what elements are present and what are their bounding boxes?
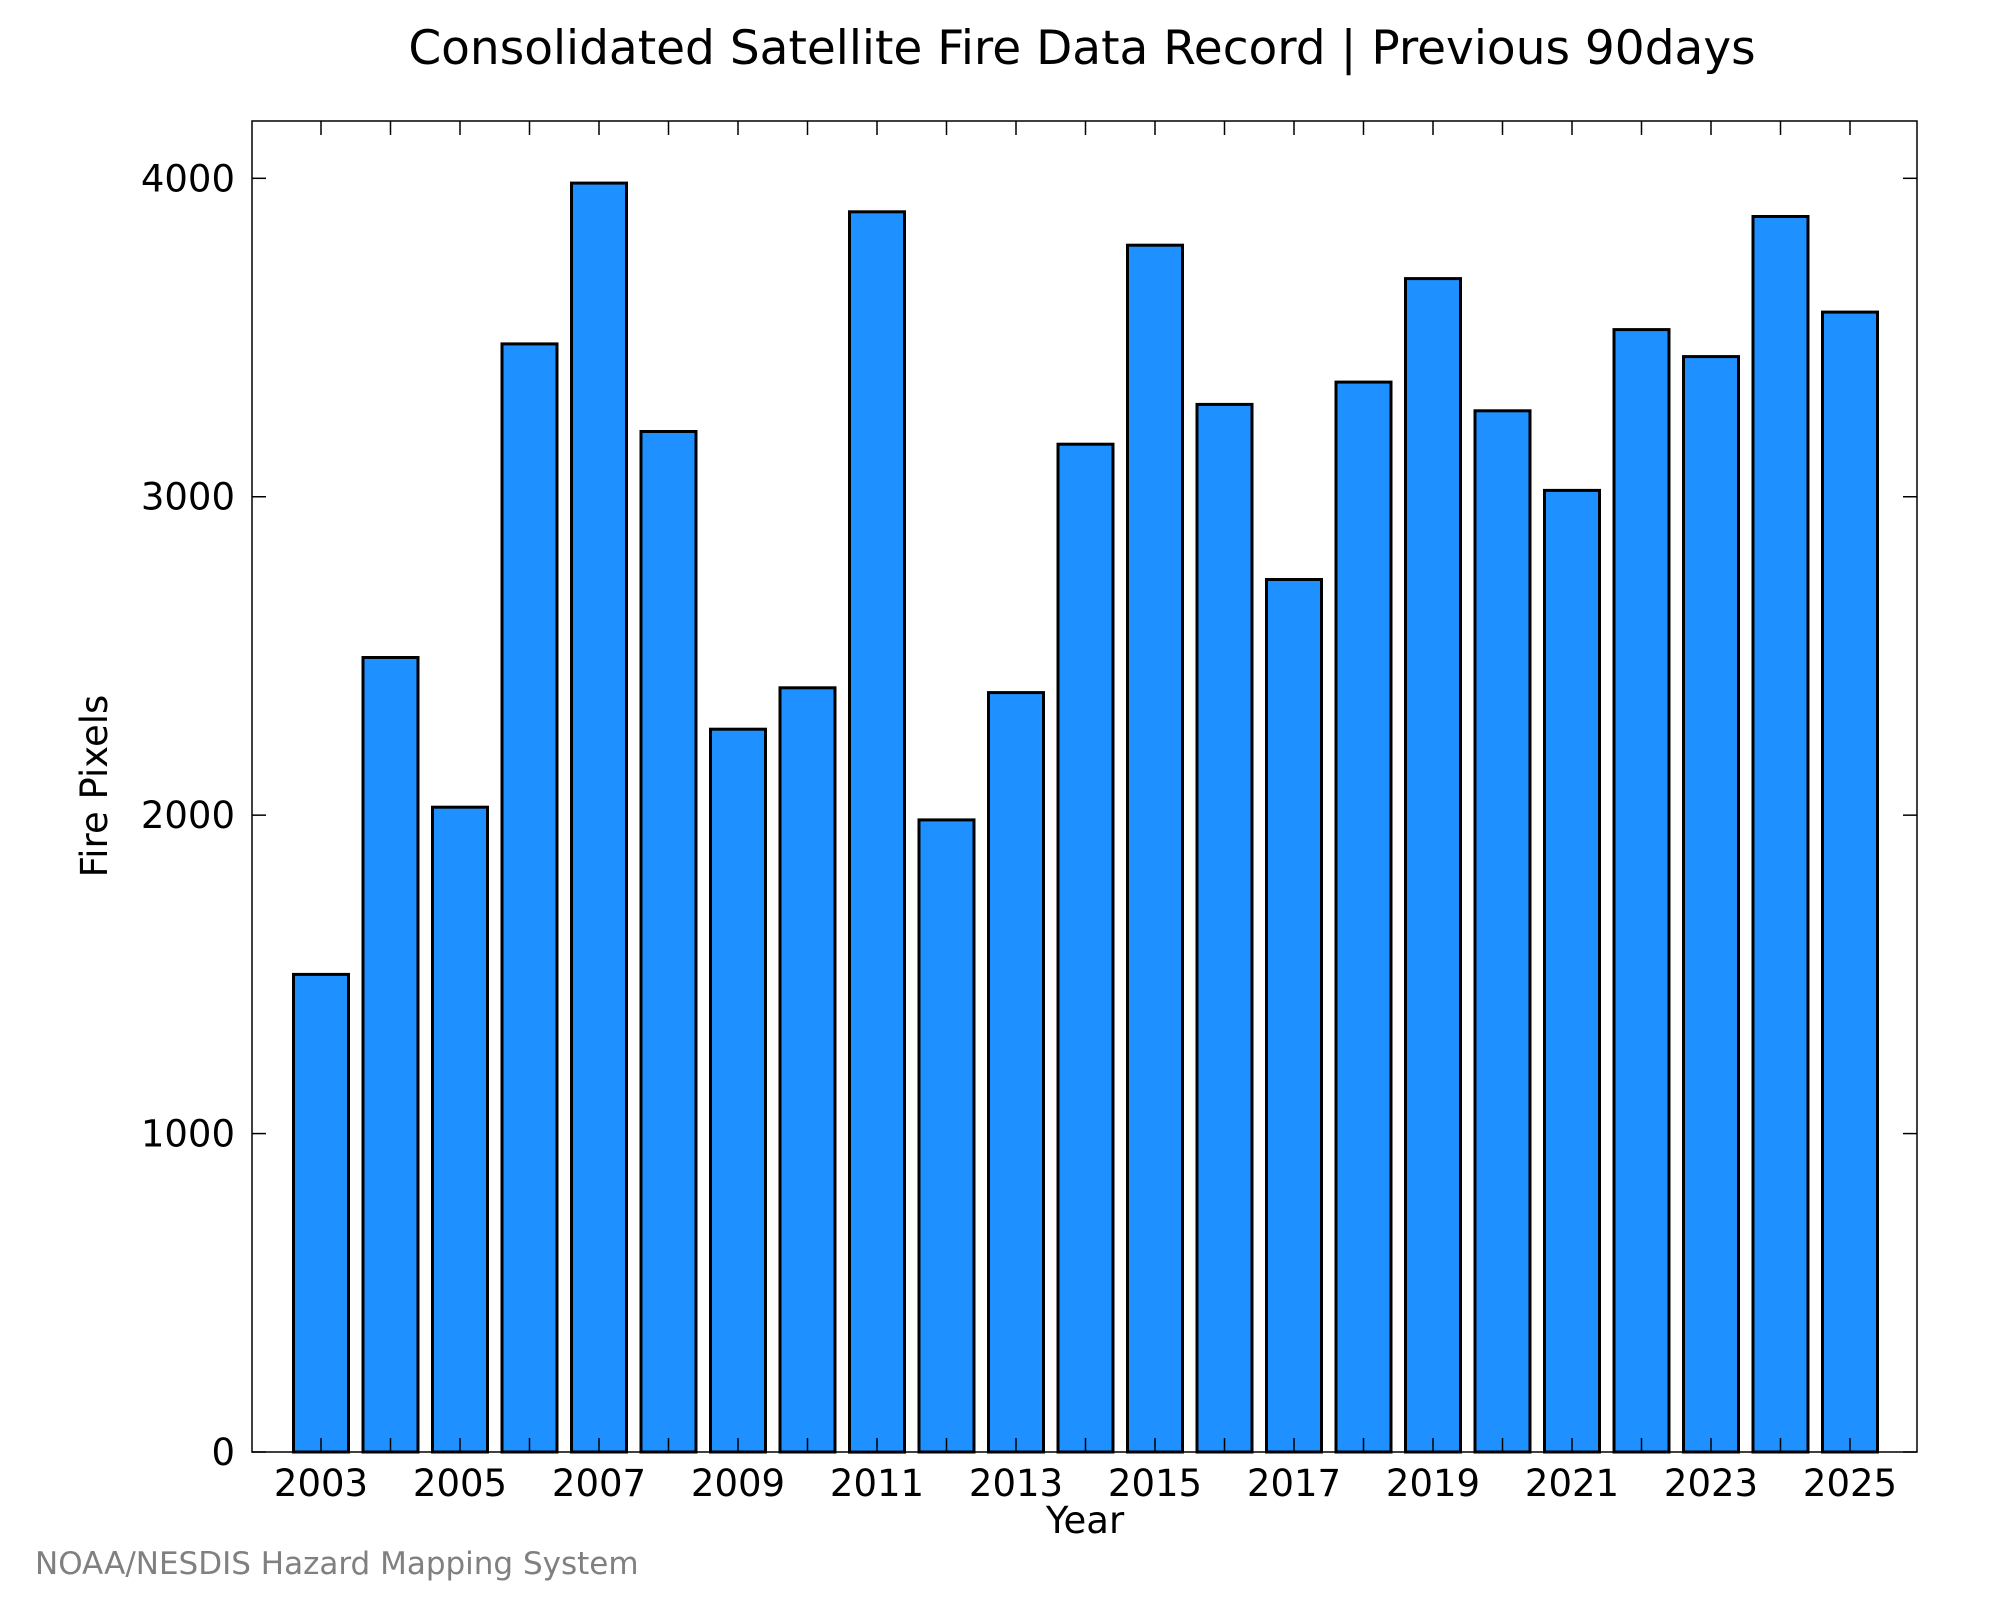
x-tick-label: 2005 bbox=[413, 1462, 507, 1505]
bar-2014 bbox=[1056, 442, 1115, 1454]
bar-2013 bbox=[987, 691, 1045, 1454]
y-axis: 0 1000 2000 3000 4000 bbox=[141, 157, 1917, 1474]
bar-2007 bbox=[570, 181, 628, 1454]
bar-2012 bbox=[917, 818, 976, 1454]
y-tick-label: 3000 bbox=[141, 476, 235, 519]
x-tick-label: 2021 bbox=[1525, 1462, 1619, 1505]
plot-frame bbox=[251, 120, 1918, 1453]
x-tick-label: 2015 bbox=[1108, 1462, 1202, 1505]
x-tick-label: 2017 bbox=[1247, 1462, 1341, 1505]
bar-2011 bbox=[848, 210, 906, 1454]
x-tick-label: 2013 bbox=[969, 1462, 1063, 1505]
x-tick-label: 2019 bbox=[1386, 1462, 1480, 1505]
bar-2005 bbox=[431, 805, 489, 1454]
chart-title: Consolidated Satellite Fire Data Record … bbox=[408, 21, 1755, 76]
bar-2017 bbox=[1265, 578, 1323, 1454]
credit-text: NOAA/NESDIS Hazard Mapping System bbox=[35, 1546, 639, 1582]
bar-2006 bbox=[500, 342, 559, 1454]
y-axis-label: Fire Pixels bbox=[73, 695, 116, 878]
y-tick-label: 1000 bbox=[141, 1113, 235, 1156]
x-tick-label: 2007 bbox=[552, 1462, 646, 1505]
y-tick-label: 2000 bbox=[141, 794, 235, 837]
bar-2008 bbox=[639, 430, 698, 1454]
bar-2023 bbox=[1682, 355, 1740, 1454]
bar-2016 bbox=[1195, 402, 1254, 1454]
x-tick-label: 2023 bbox=[1664, 1462, 1758, 1505]
x-axis: 2003 2005 2007 2009 2011 2013 2015 2017 2019 2021… bbox=[274, 121, 1897, 1505]
bar-2010 bbox=[778, 686, 837, 1454]
x-tick-label: 2011 bbox=[830, 1462, 924, 1505]
x-axis-label: Year bbox=[1045, 1499, 1125, 1542]
bar-2022 bbox=[1612, 328, 1671, 1454]
bar-2003 bbox=[292, 972, 350, 1454]
y-tick-label: 4000 bbox=[141, 157, 235, 200]
y-tick-label: 0 bbox=[211, 1431, 235, 1474]
bar-2019 bbox=[1404, 277, 1462, 1454]
bar-2015 bbox=[1126, 243, 1184, 1454]
bars-group bbox=[292, 181, 1879, 1454]
bar-2020 bbox=[1473, 409, 1532, 1454]
x-tick-label: 2025 bbox=[1803, 1462, 1897, 1505]
bar-2009 bbox=[709, 727, 767, 1454]
bar-2004 bbox=[361, 656, 420, 1454]
x-tick-label: 2003 bbox=[274, 1462, 368, 1505]
bar-2025 bbox=[1821, 310, 1879, 1454]
x-tick-label: 2009 bbox=[691, 1462, 785, 1505]
bar-2018 bbox=[1334, 380, 1393, 1454]
bar-2024 bbox=[1751, 215, 1810, 1454]
bar-2021 bbox=[1543, 488, 1601, 1454]
